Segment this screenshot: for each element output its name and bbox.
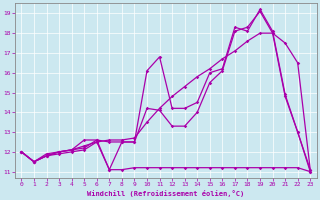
X-axis label: Windchill (Refroidissement éolien,°C): Windchill (Refroidissement éolien,°C) bbox=[87, 190, 244, 197]
